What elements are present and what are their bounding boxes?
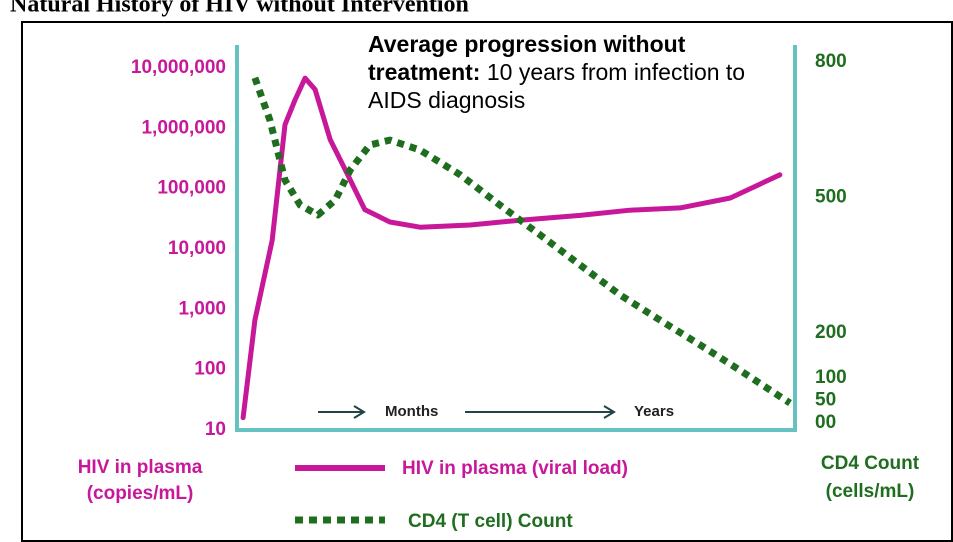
y-tick-label: 100 — [194, 359, 226, 380]
y-tick-label: 100,000 — [157, 178, 226, 199]
months-label: Months — [385, 403, 438, 420]
y2-tick-label: 500 — [815, 186, 847, 207]
chart-title: Natural History of HIV without Intervent… — [10, 0, 469, 18]
y2-tick-label: 100 — [815, 367, 847, 388]
years-label: Years — [634, 403, 674, 420]
series-line — [251, 76, 792, 407]
arrow-head — [603, 405, 616, 419]
y2-tick-label: 00 — [815, 412, 836, 433]
y-tick-label: 1,000 — [178, 298, 226, 319]
y-tick-label: 10,000,000 — [131, 57, 226, 78]
series-line — [240, 75, 783, 421]
y2-axis-title: CD4 Count (cells/mL) — [790, 450, 950, 506]
y-tick-label: 1,000,000 — [141, 117, 226, 138]
plot-frame — [235, 45, 797, 432]
legend-label: HIV in plasma (viral load) — [402, 458, 628, 479]
y2-tick-label: 50 — [815, 389, 836, 410]
y-tick-label: 10 — [205, 419, 226, 440]
y2-tick-label: 800 — [815, 51, 847, 72]
annotation-bold: Average progression without treatment: — [368, 31, 686, 85]
y-axis-title: HIV in plasma (copies/mL) — [40, 455, 240, 507]
y2-tick-label: 200 — [815, 322, 847, 343]
y2-axis-title-text: CD4 Count (cells/mL) — [820, 453, 920, 502]
annotation: Average progression without treatment: 1… — [368, 30, 788, 114]
y-tick-label: 10,000 — [168, 238, 226, 259]
arrow-head — [353, 405, 366, 419]
legend-label: CD4 (T cell) Count — [408, 511, 573, 532]
frame — [21, 21, 953, 542]
annotation-text: 10 years from infection to AIDS diagnosi… — [368, 59, 746, 113]
y-axis-title-text: HIV in plasma (copies/mL) — [77, 457, 203, 504]
